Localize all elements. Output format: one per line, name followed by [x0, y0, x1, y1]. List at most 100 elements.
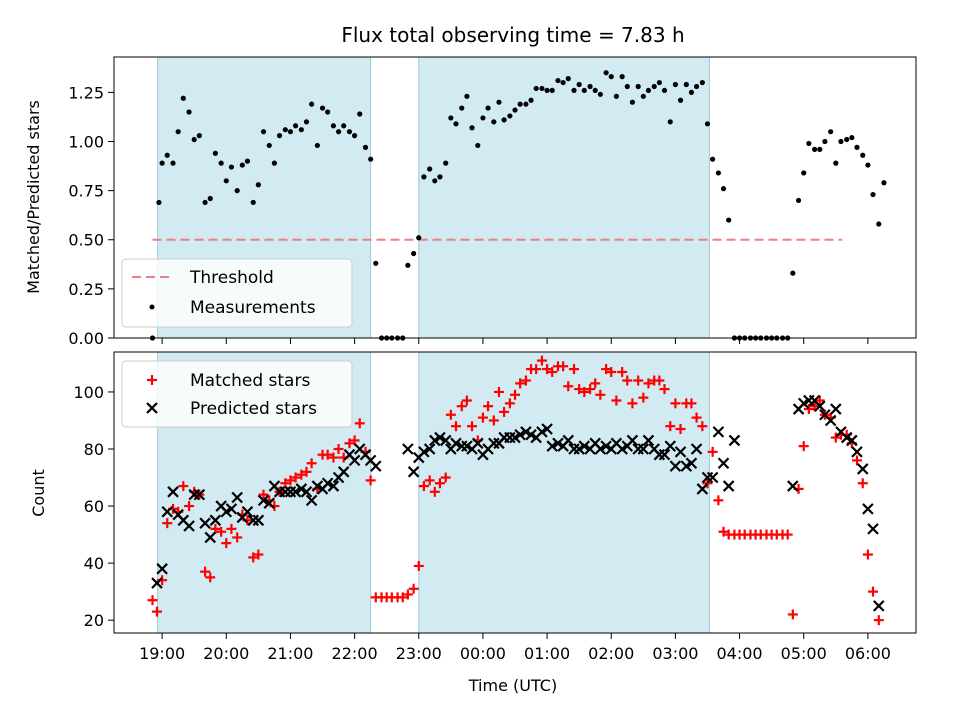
predicted-star-point	[514, 428, 526, 441]
matched-stars-points	[147, 355, 884, 626]
measurement-point	[833, 160, 839, 166]
matched-star-point	[622, 375, 633, 386]
measurement-point	[325, 109, 331, 115]
matched-star-point	[520, 375, 531, 386]
matched-star-point	[483, 401, 494, 412]
predicted-star-point	[321, 477, 334, 490]
measurement-point	[335, 129, 342, 135]
measurement-point	[239, 162, 245, 168]
top-y-axis-ticks: 0.00 0.25 0.50 0.75 1.00 1.25	[68, 83, 114, 348]
measurement-point	[581, 87, 587, 94]
measurement-points	[149, 70, 887, 341]
top-axes-frame	[113, 56, 917, 339]
matched-star-point	[434, 478, 445, 489]
predicted-star-point	[578, 440, 591, 452]
measurement-point	[469, 125, 475, 131]
measurement-point	[244, 158, 251, 164]
measurement-point	[175, 129, 181, 135]
observing-window-1	[418, 57, 710, 338]
measurement-point	[437, 174, 443, 180]
predicted-star-point	[337, 466, 350, 478]
legend-matched-label: Matched stars	[190, 371, 310, 391]
predicted-star-point	[183, 520, 195, 532]
x-tick-label: 01:00	[524, 644, 570, 663]
measurement-point	[635, 83, 641, 90]
matched-star-point	[798, 441, 809, 452]
matched-star-point	[595, 389, 606, 400]
matched-star-point	[814, 395, 825, 406]
matched-star-point	[579, 386, 590, 397]
predicted-star-point	[626, 434, 639, 447]
predicted-star-point	[300, 486, 313, 498]
y-tick-label: 1.25	[68, 83, 104, 102]
measurement-point	[592, 87, 598, 94]
y-tick-label: 0.00	[68, 329, 104, 348]
measurement-point	[298, 127, 304, 133]
measurement-point	[571, 87, 577, 94]
legend-predicted-swatch	[146, 402, 158, 414]
matched-star-point	[675, 424, 686, 435]
predicted-star-point	[541, 423, 553, 435]
matched-star-point	[429, 486, 440, 497]
measurement-point	[287, 129, 294, 135]
measurement-point	[613, 93, 619, 99]
measurement-point	[603, 70, 609, 76]
matched-star-point	[531, 364, 542, 375]
measurement-point	[870, 191, 876, 198]
predicted-star-point	[167, 486, 179, 498]
predicted-star-point	[696, 483, 709, 495]
measurement-point	[608, 74, 614, 80]
bottom-legend: Matched stars Predicted stars	[121, 360, 353, 428]
matched-star-point	[617, 366, 628, 377]
matched-star-point	[611, 395, 622, 406]
matched-star-point	[868, 586, 879, 597]
predicted-stars-points	[151, 394, 885, 612]
matched-star-point	[787, 609, 798, 620]
measurement-point	[672, 81, 679, 88]
matched-star-point	[456, 401, 467, 412]
predicted-star-point	[706, 471, 719, 484]
matched-star-point	[691, 412, 702, 423]
bottom-axes-frame	[113, 351, 917, 634]
measurement-point	[373, 260, 379, 266]
legend-predicted-label: Predicted stars	[190, 399, 317, 419]
matched-star-point	[857, 478, 868, 489]
predicted-star-point	[873, 600, 885, 612]
matched-star-point	[830, 432, 841, 443]
measurement-point	[523, 101, 529, 107]
measurement-point	[368, 156, 374, 162]
predicted-star-point	[642, 434, 655, 447]
predicted-star-point	[434, 431, 446, 444]
matched-star-point	[601, 364, 612, 375]
measurement-point	[164, 152, 170, 158]
predicted-star-point	[257, 494, 270, 507]
measurement-point	[346, 129, 353, 135]
matched-star-point	[424, 475, 435, 486]
matched-star-point	[606, 366, 617, 377]
measurement-point	[795, 197, 802, 204]
measurement-point	[282, 127, 288, 133]
matched-star-point	[873, 615, 884, 626]
x-tick-label: 23:00	[396, 644, 442, 663]
predicted-star-point	[637, 443, 650, 455]
matched-star-point	[450, 421, 461, 432]
measurement-point	[667, 119, 673, 125]
matched-star-point	[151, 606, 162, 617]
y-tick-label: 0.75	[68, 182, 104, 201]
measurement-point	[854, 144, 860, 150]
matched-star-point	[344, 438, 355, 449]
top-legend-box	[121, 258, 353, 328]
predicted-star-point	[813, 400, 826, 412]
measurement-point	[720, 186, 727, 192]
x-axis-label: Time (UTC)	[468, 676, 557, 695]
predicted-star-point	[225, 503, 238, 515]
predicted-star-point	[204, 531, 217, 544]
matched-star-point	[862, 549, 873, 560]
measurement-point	[677, 97, 684, 103]
matched-star-point	[162, 518, 173, 529]
observing-window-1	[418, 352, 710, 633]
matched-star-point	[210, 523, 221, 534]
predicted-star-point	[846, 434, 858, 447]
bottom-y-axis-ticks: 20 40 60 80 100	[73, 383, 114, 630]
top-observing-windows	[157, 57, 710, 338]
